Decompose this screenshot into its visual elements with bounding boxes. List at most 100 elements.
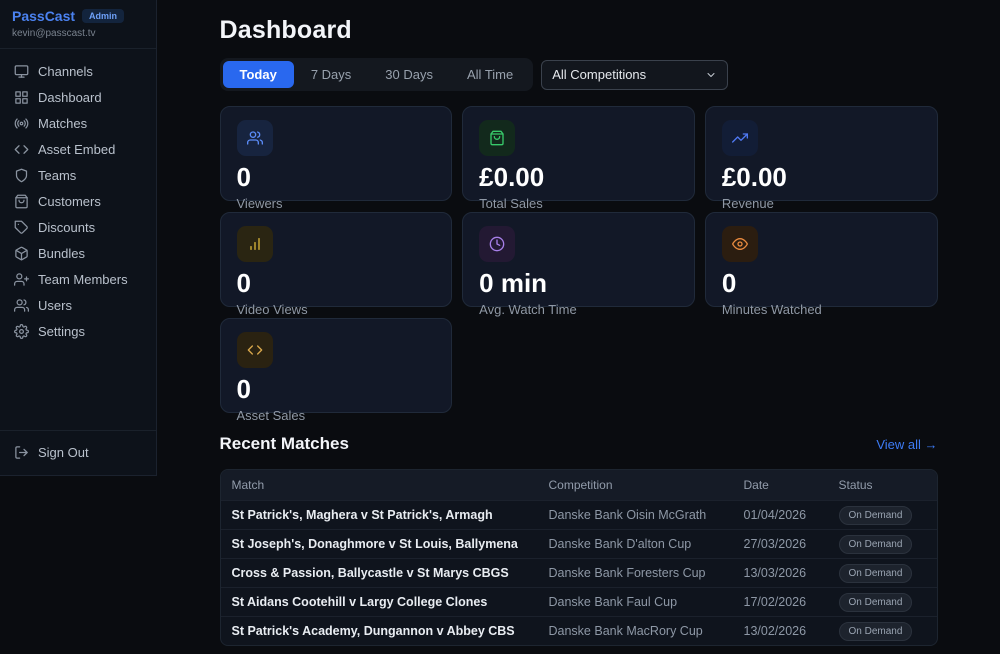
broadcast-icon: [14, 116, 29, 131]
admin-badge: Admin: [82, 9, 125, 23]
stat-value: 0: [236, 374, 251, 404]
bar-chart-icon: [236, 226, 273, 262]
bag-icon: [14, 194, 29, 209]
sidebar-item-label: Customers: [38, 193, 101, 209]
eye-icon: [721, 226, 758, 262]
table-row[interactable]: St Joseph's, Donaghmore v St Louis, Ball…: [220, 529, 937, 558]
stat-label: Revenue: [721, 196, 774, 211]
tab-30-days[interactable]: 30 Days: [385, 67, 433, 82]
grid-icon: [14, 90, 29, 105]
sidebar-item-discounts[interactable]: Discounts: [0, 214, 156, 240]
shopping-bag-icon: [479, 120, 516, 156]
sidebar-item-bundles[interactable]: Bundles: [0, 240, 156, 266]
sign-out-label: Sign Out: [38, 444, 89, 460]
recent-matches-title: Recent Matches: [219, 434, 349, 453]
sidebar-item-settings[interactable]: Settings: [0, 318, 156, 344]
sidebar-item-users[interactable]: Users: [0, 292, 156, 318]
sidebar-item-label: Channels: [38, 63, 93, 79]
competition-cell: Danske Bank MacRory Cup: [548, 624, 703, 638]
sidebar-item-dashboard[interactable]: Dashboard: [0, 84, 156, 110]
stat-value: £0.00: [479, 162, 545, 192]
view-all-link[interactable]: View all →: [876, 436, 938, 452]
tab-7-days[interactable]: 7 Days: [310, 67, 352, 82]
date-cell: 27/03/2026: [743, 537, 807, 551]
tab-all-time[interactable]: All Time: [467, 67, 514, 82]
column-header-competition: Competition: [548, 478, 613, 492]
date-cell: 13/03/2026: [743, 566, 807, 580]
table-header: Match Competition Date Status: [220, 470, 937, 500]
stat-card-video-views: 0 Video Views: [219, 212, 453, 317]
status-badge: On Demand: [838, 593, 913, 612]
log-out-icon: [14, 445, 29, 460]
code-icon: [14, 142, 29, 157]
sidebar-item-label: Team Members: [38, 271, 128, 287]
stat-label: Minutes Watched: [721, 302, 822, 317]
stat-card-viewers: 0 Viewers: [219, 106, 453, 211]
match-cell: St Patrick's Academy, Dungannon v Abbey …: [231, 624, 515, 638]
status-badge: On Demand: [838, 622, 913, 641]
stat-label: Video Views: [236, 302, 308, 317]
tab-today[interactable]: Today: [222, 61, 294, 88]
main-area: Dashboard Today 7 Days 30 Days All Time …: [157, 0, 1000, 654]
sidebar-item-team-members[interactable]: Team Members: [0, 266, 156, 292]
sidebar-nav: Channels Dashboard Matches Asset Embed T…: [0, 49, 156, 344]
stat-value: £0.00: [721, 162, 787, 192]
date-cell: 13/02/2026: [743, 624, 807, 638]
sidebar-item-teams[interactable]: Teams: [0, 162, 156, 188]
stat-card-revenue: £0.00 Revenue: [704, 106, 938, 211]
competition-cell: Danske Bank Faul Cup: [548, 595, 678, 609]
sidebar-item-label: Discounts: [38, 219, 96, 235]
users-icon: [14, 298, 29, 313]
stat-label: Asset Sales: [236, 408, 306, 423]
package-icon: [14, 246, 29, 261]
stat-label: Avg. Watch Time: [479, 302, 577, 317]
sidebar-item-matches[interactable]: Matches: [0, 110, 156, 136]
sidebar-item-label: Dashboard: [38, 89, 102, 105]
chevron-down-icon: [705, 69, 717, 81]
date-cell: 17/02/2026: [743, 595, 807, 609]
table-row[interactable]: Cross & Passion, Ballycastle v St Marys …: [220, 558, 937, 587]
sign-out-button[interactable]: Sign Out: [0, 439, 156, 465]
page-title: Dashboard: [219, 16, 352, 44]
sidebar-item-label: Users: [38, 297, 72, 313]
brand-logo[interactable]: PassCast: [12, 8, 76, 24]
stat-card-avg-watch-time: 0 min Avg. Watch Time: [462, 212, 695, 317]
sidebar-item-asset-embed[interactable]: Asset Embed: [0, 136, 156, 162]
trending-up-icon: [721, 120, 758, 156]
shield-icon: [14, 168, 29, 183]
monitor-icon: [14, 64, 29, 79]
tag-icon: [14, 220, 29, 235]
filter-bar: Today 7 Days 30 Days All Time All Compet…: [219, 58, 938, 91]
sidebar-item-label: Matches: [38, 115, 88, 131]
match-cell: Cross & Passion, Ballycastle v St Marys …: [231, 566, 509, 580]
column-header-date: Date: [743, 478, 769, 492]
table-row[interactable]: St Aidans Cootehill v Largy College Clon…: [220, 587, 937, 616]
column-header-match: Match: [231, 478, 265, 492]
date-cell: 01/04/2026: [743, 508, 807, 522]
gear-icon: [14, 323, 29, 339]
competition-select[interactable]: All Competitions: [541, 59, 729, 90]
stat-card-minutes-watched: 0 Minutes Watched: [704, 212, 938, 317]
match-cell: St Patrick's, Maghera v St Patrick's, Ar…: [231, 508, 493, 522]
recent-matches-table: Match Competition Date Status St Patrick…: [219, 469, 938, 646]
clock-icon: [479, 226, 516, 262]
status-badge: On Demand: [838, 506, 913, 525]
match-cell: St Aidans Cootehill v Largy College Clon…: [231, 595, 488, 609]
table-row[interactable]: St Patrick's, Maghera v St Patrick's, Ar…: [220, 500, 937, 529]
status-badge: On Demand: [838, 564, 913, 583]
sidebar-item-label: Bundles: [38, 245, 85, 261]
competition-cell: Danske Bank Foresters Cup: [548, 566, 706, 580]
table-row[interactable]: St Patrick's Academy, Dungannon v Abbey …: [220, 616, 937, 645]
column-header-status: Status: [838, 478, 873, 492]
users-icon: [236, 120, 273, 156]
sidebar-item-label: Asset Embed: [38, 141, 116, 157]
sidebar-item-label: Teams: [38, 167, 77, 183]
status-badge: On Demand: [838, 535, 913, 554]
sidebar-item-customers[interactable]: Customers: [0, 188, 156, 214]
sidebar-header: PassCast Admin kevin@passcast.tv: [0, 0, 156, 49]
sidebar-item-channels[interactable]: Channels: [0, 58, 156, 84]
stat-value: 0 min: [479, 268, 548, 298]
date-range-tabs: Today 7 Days 30 Days All Time: [219, 58, 534, 91]
sidebar: PassCast Admin kevin@passcast.tv Channel…: [0, 0, 157, 476]
stat-value: 0: [236, 162, 251, 192]
